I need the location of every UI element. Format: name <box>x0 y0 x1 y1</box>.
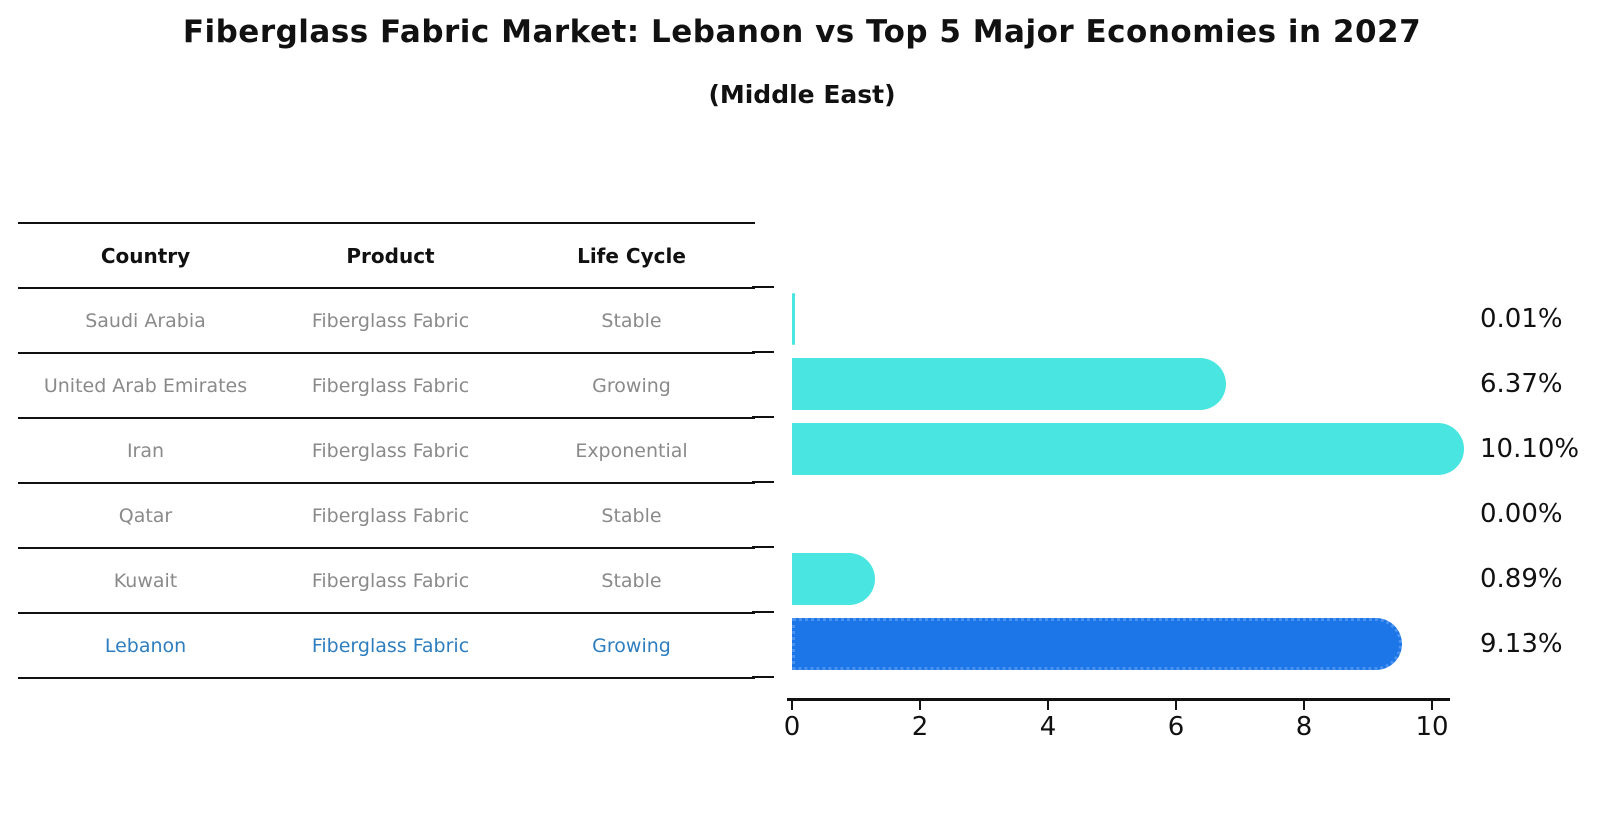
x-axis-tick <box>919 701 921 710</box>
cell-life-cycle: Growing <box>592 374 671 397</box>
column-header-life-cycle: Life Cycle <box>577 243 686 268</box>
bar-value-label: 10.10% <box>1480 434 1580 464</box>
x-axis-tick-label: 4 <box>1039 712 1057 742</box>
bar-value-label: 0.89% <box>1480 564 1563 594</box>
cell-country: United Arab Emirates <box>43 374 248 397</box>
x-axis-tick-label: 0 <box>783 712 801 742</box>
table-header-row: Country Product Life Cycle <box>18 224 755 289</box>
cell-product: Fiberglass Fabric <box>311 569 470 592</box>
x-axis-tick <box>791 701 793 710</box>
cell-life-cycle: Stable <box>601 569 662 592</box>
cell-life-cycle: Growing <box>592 634 671 657</box>
bar-value-label: 6.37% <box>1480 369 1563 399</box>
x-axis-tick-label: 6 <box>1167 712 1185 742</box>
x-axis-tick <box>1431 701 1433 710</box>
cell-product: Fiberglass Fabric <box>311 634 470 657</box>
y-axis-tick <box>752 546 774 548</box>
cell-life-cycle: Stable <box>601 504 662 527</box>
x-axis-tick <box>1175 701 1177 710</box>
cell-product: Fiberglass Fabric <box>311 374 470 397</box>
cell-product: Fiberglass Fabric <box>311 504 470 527</box>
y-axis-tick <box>752 416 774 418</box>
cell-product: Fiberglass Fabric <box>311 309 470 332</box>
table-row: Kuwait Fiberglass Fabric Stable <box>18 549 755 614</box>
cell-country: Kuwait <box>113 569 178 592</box>
x-axis-tick-label: 8 <box>1295 712 1313 742</box>
bar-iran <box>792 423 1464 475</box>
table-row: Lebanon Fiberglass Fabric Growing <box>18 614 755 679</box>
bar-united-arab-emirates <box>792 358 1226 410</box>
bar-value-label: 9.13% <box>1480 629 1563 659</box>
table-row: Iran Fiberglass Fabric Exponential <box>18 419 755 484</box>
bar-lebanon <box>792 618 1402 670</box>
cell-country: Saudi Arabia <box>85 309 206 332</box>
y-axis-tick <box>752 676 774 678</box>
table-body: Saudi Arabia Fiberglass Fabric Stable Unite… <box>18 289 755 679</box>
column-header-country: Country <box>100 243 191 268</box>
x-axis-tick-label: 2 <box>911 712 929 742</box>
cell-country: Iran <box>126 439 165 462</box>
column-header-product: Product <box>346 243 435 268</box>
y-axis-tick <box>752 286 774 288</box>
bar-value-label: 0.00% <box>1480 499 1563 529</box>
y-axis-tick <box>752 481 774 483</box>
cell-product: Fiberglass Fabric <box>311 439 470 462</box>
bar-value-label: 0.01% <box>1480 304 1563 334</box>
page-subtitle: (Middle East) <box>708 80 896 109</box>
table-row: Qatar Fiberglass Fabric Stable <box>18 484 755 549</box>
table-row: Saudi Arabia Fiberglass Fabric Stable <box>18 289 755 354</box>
bar-kuwait <box>792 553 875 605</box>
bar-saudi-arabia <box>792 293 795 345</box>
y-axis-tick <box>752 351 774 353</box>
y-axis-tick <box>752 611 774 613</box>
cell-country: Qatar <box>118 504 173 527</box>
x-axis-line <box>787 698 1450 701</box>
x-axis-tick <box>1047 701 1049 710</box>
cell-country: Lebanon <box>104 634 187 657</box>
x-axis-tick <box>1303 701 1305 710</box>
comparison-table: Country Product Life Cycle Saudi Arabia F… <box>18 222 755 679</box>
x-axis-tick-label: 10 <box>1415 712 1449 742</box>
cell-life-cycle: Stable <box>601 309 662 332</box>
table-row: United Arab Emirates Fiberglass Fabric Gro… <box>18 354 755 419</box>
page-title: Fiberglass Fabric Market: Lebanon vs Top… <box>182 14 1422 50</box>
cell-life-cycle: Exponential <box>575 439 688 462</box>
